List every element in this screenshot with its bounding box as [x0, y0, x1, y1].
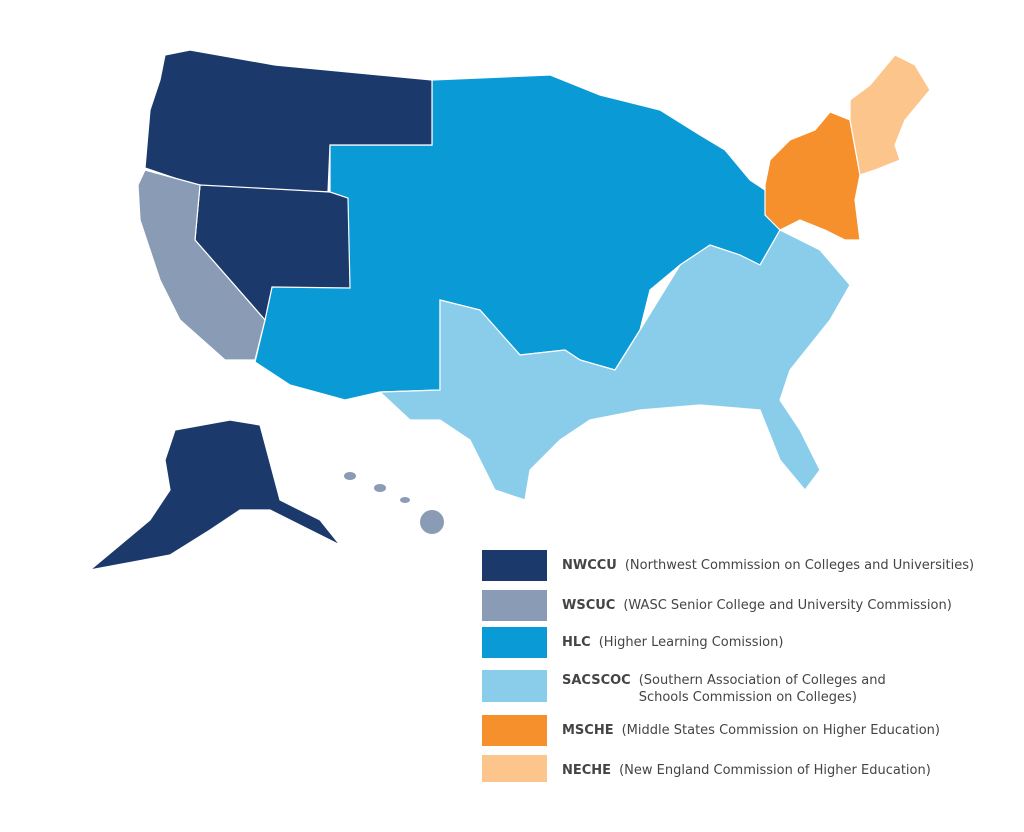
legend-line: (WASC Senior College and University Comm…: [623, 598, 952, 613]
region: [400, 497, 410, 503]
legend-description: (New England Commission of Higher Educat…: [619, 762, 931, 779]
legend-swatch: [482, 590, 547, 621]
region: [764, 111, 861, 241]
region: [420, 510, 444, 534]
legend-item: NWCCU (Northwest Commission on Colleges a…: [482, 550, 974, 581]
legend-description: (Middle States Commission on Higher Educ…: [622, 722, 940, 739]
legend-abbr: HLC: [562, 635, 591, 650]
legend-text: SACSCOC (Southern Association of Colleges…: [562, 672, 886, 706]
region: [87, 419, 341, 572]
legend-description: (Northwest Commission on Colleges and Un…: [625, 557, 974, 574]
region: [374, 484, 386, 492]
legend-abbr: WSCUC: [562, 598, 616, 613]
region: [849, 54, 931, 176]
legend-abbr: NWCCU: [562, 558, 617, 573]
legend-line: (New England Commission of Higher Educat…: [619, 763, 931, 778]
legend-text: NECHE (New England Commission of Higher E…: [562, 762, 931, 779]
legend-swatch: [482, 715, 547, 746]
legend-line: (Southern Association of Colleges and: [638, 673, 886, 688]
legend-text: NWCCU (Northwest Commission on Colleges a…: [562, 557, 974, 574]
legend-abbr: MSCHE: [562, 723, 614, 738]
legend-text: WSCUC (WASC Senior College and University…: [562, 597, 952, 614]
legend-abbr: NECHE: [562, 763, 612, 778]
legend-swatch: [482, 627, 547, 658]
legend-swatch: [482, 755, 547, 782]
legend-text: HLC (Higher Learning Comission): [562, 634, 783, 651]
legend-item: WSCUC (WASC Senior College and University…: [482, 590, 952, 621]
legend-line: (Northwest Commission on Colleges and Un…: [624, 558, 975, 573]
region: [137, 169, 266, 361]
legend-line: Schools Commission on Colleges): [638, 690, 857, 705]
legend-item: HLC (Higher Learning Comission): [482, 627, 783, 658]
legend-swatch: [482, 670, 547, 702]
legend-item: NECHE (New England Commission of Higher E…: [482, 755, 931, 782]
legend-line: (Higher Learning Comission): [598, 635, 784, 650]
region: [378, 229, 851, 501]
region: [344, 472, 356, 480]
legend-item: MSCHE (Middle States Commission on Higher…: [482, 715, 940, 746]
legend-text: MSCHE (Middle States Commission on Higher…: [562, 722, 940, 739]
legend-item: SACSCOC (Southern Association of Colleges…: [482, 670, 886, 706]
legend-description: (Higher Learning Comission): [599, 634, 784, 651]
map: [87, 50, 931, 572]
legend-description: (WASC Senior College and University Comm…: [623, 597, 951, 614]
legend-description: (Southern Association of Colleges and Sch…: [639, 672, 886, 706]
legend-abbr: SACSCOC: [562, 673, 631, 688]
legend-swatch: [482, 550, 547, 581]
legend-line: (Middle States Commission on Higher Educ…: [621, 723, 940, 738]
